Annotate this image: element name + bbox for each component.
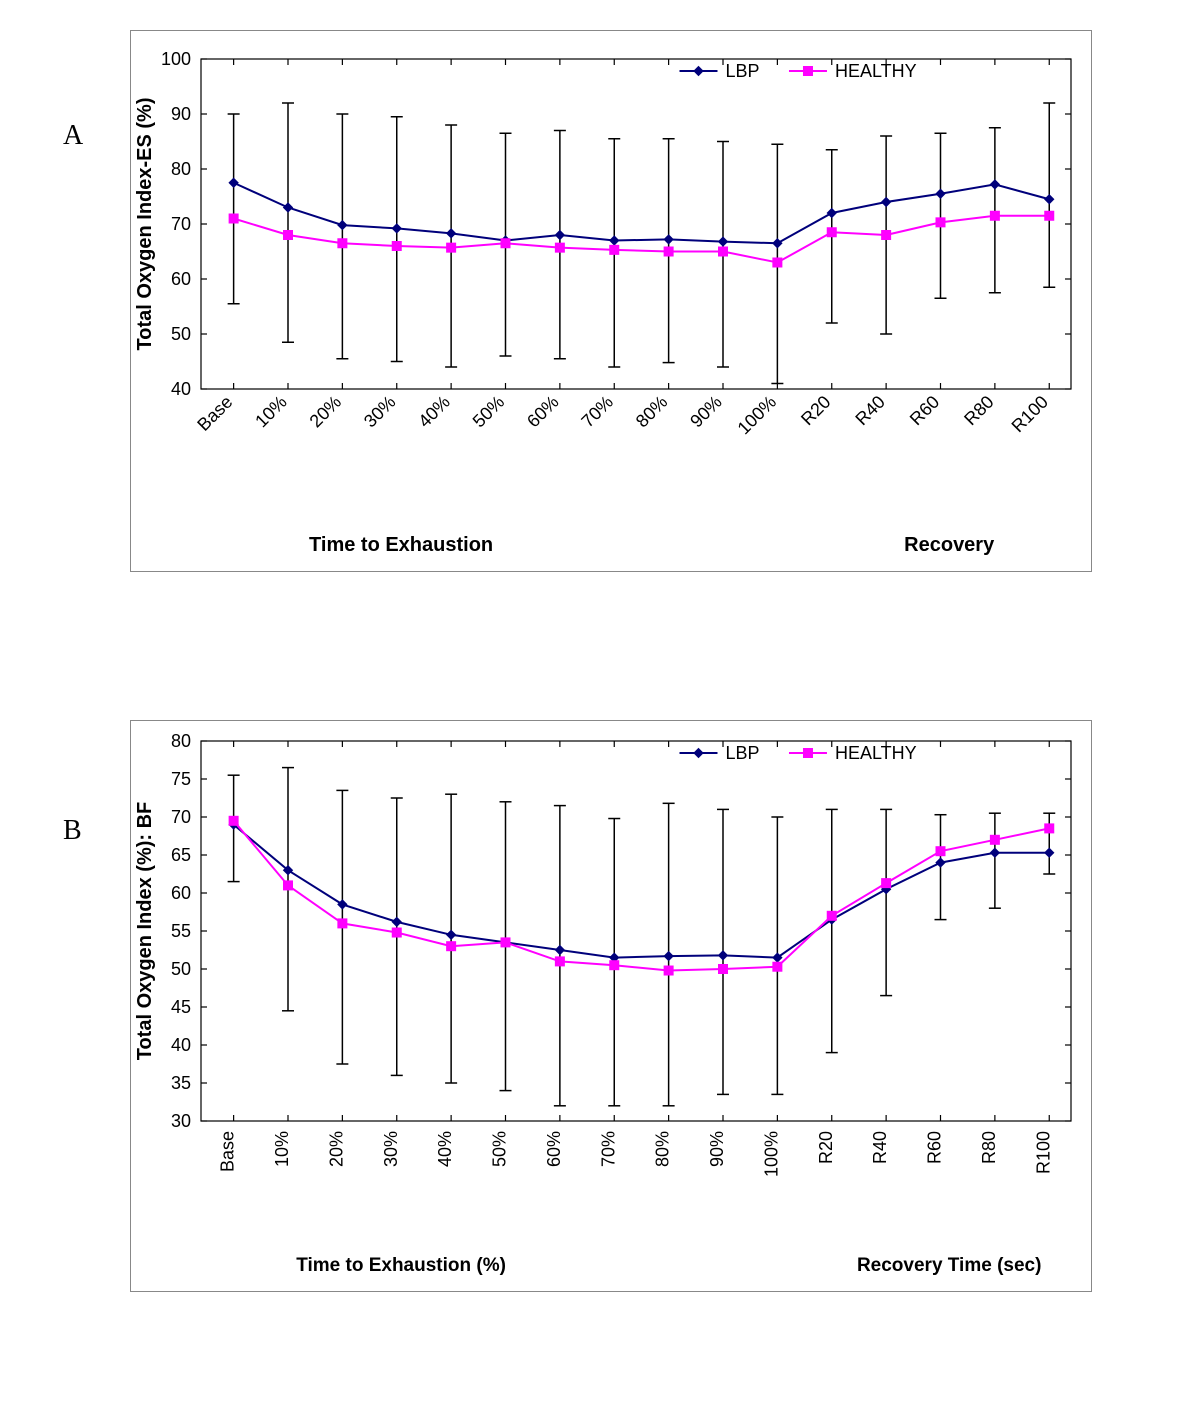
svg-text:LBP: LBP [726, 61, 760, 81]
svg-text:Recovery Time (sec): Recovery Time (sec) [857, 1255, 1041, 1276]
svg-text:R20: R20 [816, 1131, 836, 1164]
svg-text:90%: 90% [707, 1131, 727, 1167]
svg-text:75: 75 [171, 769, 191, 789]
svg-text:30%: 30% [381, 1131, 401, 1167]
svg-text:60%: 60% [544, 1131, 564, 1167]
svg-text:70: 70 [171, 214, 191, 234]
svg-text:55: 55 [171, 921, 191, 941]
chart-a-frame: 40 50 60 70 80 90 100 Base 10% 20% 30% 40% 50% 60% 70%… [130, 30, 1092, 572]
chart-b-svg: 30 35 40 45 50 55 60 65 70 75 80 Base 10% 20% 30% 40% 50… [131, 721, 1091, 1291]
svg-text:R80: R80 [960, 392, 997, 429]
svg-text:30%: 30% [360, 392, 400, 432]
svg-text:60: 60 [171, 883, 191, 903]
svg-text:40%: 40% [414, 392, 454, 432]
svg-text:10%: 10% [251, 392, 291, 432]
svg-text:Total Oxygen Index-ES (%): Total Oxygen Index-ES (%) [134, 98, 156, 351]
svg-text:R60: R60 [906, 392, 943, 429]
panel-a-label: A [63, 120, 83, 152]
svg-text:65: 65 [171, 845, 191, 865]
svg-text:HEALTHY: HEALTHY [835, 743, 917, 763]
svg-text:R60: R60 [925, 1131, 945, 1164]
svg-text:Total Oxygen Index (%): BF: Total Oxygen Index (%): BF [134, 802, 156, 1061]
svg-text:HEALTHY: HEALTHY [835, 61, 917, 81]
svg-text:10%: 10% [272, 1131, 292, 1167]
svg-text:90: 90 [171, 104, 191, 124]
chart-a-svg: 40 50 60 70 80 90 100 Base 10% 20% 30% 40% 50% 60% 70%… [131, 31, 1091, 571]
svg-text:50%: 50% [469, 392, 509, 432]
svg-text:Recovery: Recovery [904, 534, 995, 556]
svg-text:80: 80 [171, 731, 191, 751]
svg-text:100: 100 [161, 49, 191, 69]
svg-text:90%: 90% [686, 392, 726, 432]
chart-b-frame: 30 35 40 45 50 55 60 65 70 75 80 Base 10% 20% 30% 40% 50… [130, 720, 1092, 1292]
svg-text:30: 30 [171, 1111, 191, 1131]
svg-text:80%: 80% [653, 1131, 673, 1167]
svg-text:50: 50 [171, 959, 191, 979]
svg-text:80: 80 [171, 159, 191, 179]
svg-text:60%: 60% [523, 392, 563, 432]
svg-text:40: 40 [171, 1035, 191, 1055]
svg-text:LBP: LBP [726, 743, 760, 763]
svg-text:35: 35 [171, 1073, 191, 1093]
svg-text:Time to Exhaustion (%): Time to Exhaustion (%) [296, 1255, 506, 1276]
svg-text:100%: 100% [761, 1131, 781, 1177]
svg-text:50: 50 [171, 324, 191, 344]
svg-text:60: 60 [171, 269, 191, 289]
svg-text:Time to Exhaustion: Time to Exhaustion [309, 534, 493, 556]
svg-text:R20: R20 [797, 392, 834, 429]
svg-text:80%: 80% [632, 392, 672, 432]
svg-text:Base: Base [193, 392, 236, 435]
svg-text:R100: R100 [1008, 392, 1053, 437]
svg-text:Base: Base [218, 1131, 238, 1172]
svg-text:20%: 20% [326, 1131, 346, 1167]
svg-text:50%: 50% [490, 1131, 510, 1167]
svg-text:R40: R40 [851, 392, 888, 429]
svg-text:40: 40 [171, 379, 191, 399]
svg-text:70: 70 [171, 807, 191, 827]
svg-text:70%: 70% [577, 392, 617, 432]
svg-text:40%: 40% [435, 1131, 455, 1167]
panel-b-label: B [63, 815, 82, 847]
page: A 40 50 60 70 80 90 100 Base 10% 20% 30% 40% 50% 60% 7… [0, 0, 1200, 1407]
svg-text:20%: 20% [306, 392, 346, 432]
svg-text:R80: R80 [979, 1131, 999, 1164]
svg-text:R40: R40 [870, 1131, 890, 1164]
svg-text:R100: R100 [1033, 1131, 1053, 1174]
svg-text:45: 45 [171, 997, 191, 1017]
svg-text:70%: 70% [598, 1131, 618, 1167]
svg-text:100%: 100% [734, 392, 781, 439]
